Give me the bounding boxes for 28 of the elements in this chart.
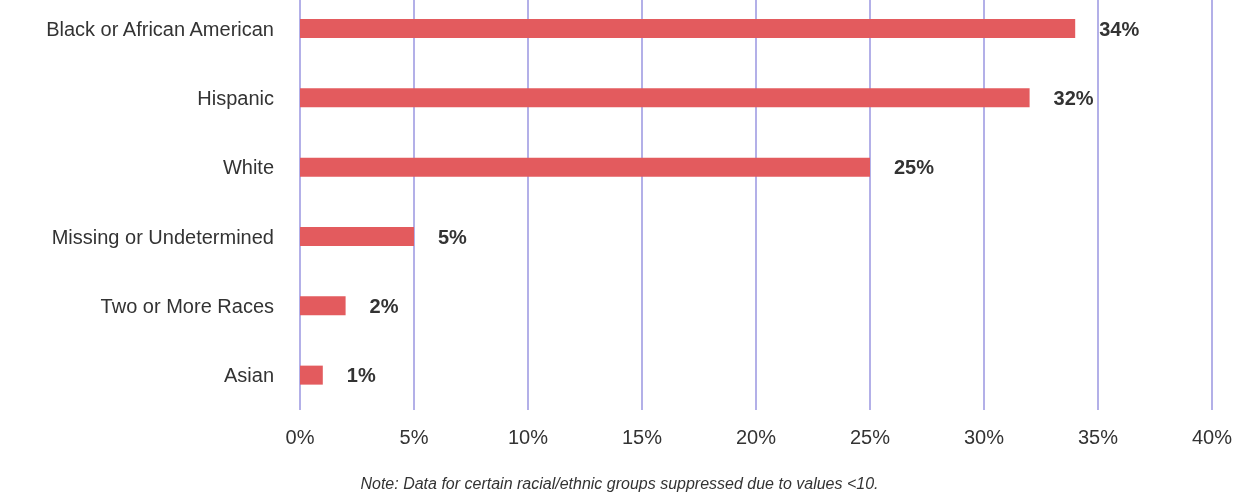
- y-tick-label: Black or African American: [46, 17, 274, 40]
- bar: [300, 296, 346, 316]
- y-tick-label: Two or More Races: [100, 295, 274, 318]
- data-label: 5%: [438, 225, 468, 248]
- y-tick-label: Hispanic: [197, 87, 274, 110]
- data-label: 34%: [1099, 17, 1140, 40]
- data-label: 1%: [346, 364, 376, 387]
- y-tick-label: Missing or Undetermined: [51, 225, 274, 248]
- x-tick-label: 5%: [399, 426, 429, 449]
- data-label: 25%: [894, 156, 935, 179]
- x-tick-label: 10%: [507, 426, 549, 449]
- text: Note: Data for certain racial/ethnic groups suppressed due to values <10.: [359, 475, 880, 493]
- bar: [300, 226, 414, 246]
- x-tick-label: 0%: [285, 426, 315, 449]
- bar: [300, 18, 1076, 38]
- bar: [300, 88, 1030, 108]
- x-tick-label: 15%: [621, 426, 663, 449]
- x-tick-label: 35%: [1077, 426, 1119, 449]
- x-tick-label: 30%: [963, 426, 1005, 449]
- x-tick-label: 25%: [849, 426, 891, 449]
- bar: [300, 157, 870, 177]
- x-tick-label: 40%: [1191, 426, 1233, 449]
- bar: [300, 365, 323, 385]
- data-label: 2%: [369, 294, 399, 317]
- data-label: 32%: [1053, 86, 1094, 109]
- y-tick-label: White: [222, 156, 274, 179]
- y-tick-label: Asian: [223, 364, 274, 387]
- x-tick-label: 20%: [735, 426, 777, 449]
